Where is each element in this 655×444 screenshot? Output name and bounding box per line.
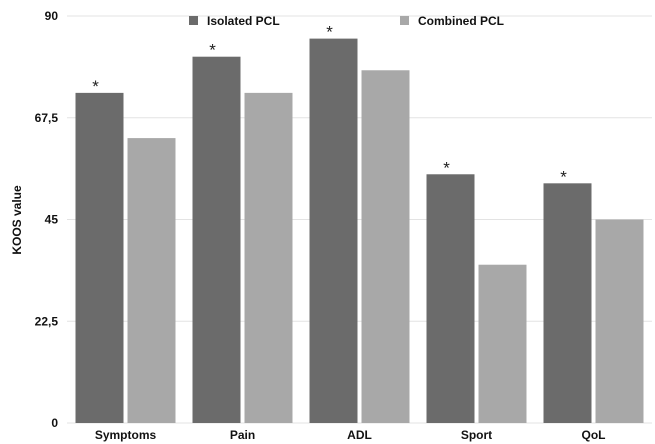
legend: Isolated PCL Combined PCL [189,14,504,28]
x-axis-categories: Symptoms Pain ADL Sport QoL [95,428,606,442]
x-category-label: QoL [582,428,606,442]
significance-marker: * [326,23,333,42]
bar [595,219,644,423]
bar [543,183,592,423]
significance-marker: * [92,77,99,96]
y-tick-label: 67,5 [35,111,59,125]
y-tick-label: 0 [51,416,58,430]
bars: * * * * * [75,23,644,424]
x-category-label: ADL [347,428,372,442]
y-axis-title: KOOS value [10,185,24,255]
bar [192,56,241,423]
bar [75,92,124,423]
legend-label: Combined PCL [418,14,504,28]
significance-marker: * [443,158,450,177]
bar [426,174,475,423]
bar [127,138,176,423]
legend-swatch [189,16,198,25]
y-tick-label: 22,5 [35,314,59,328]
significance-marker: * [209,41,216,60]
legend-swatch [400,16,409,25]
x-category-label: Symptoms [95,428,157,442]
legend-label: Isolated PCL [207,14,280,28]
bar [478,264,527,423]
bar [309,38,358,423]
bar [244,92,293,423]
y-tick-label: 90 [45,9,59,23]
bar [361,70,410,424]
significance-marker: * [560,167,567,186]
x-category-label: Sport [461,428,492,442]
x-category-label: Pain [230,428,255,442]
y-axis-ticks: 0 22,5 45 67,5 90 [35,9,59,430]
y-tick-label: 45 [45,213,59,227]
